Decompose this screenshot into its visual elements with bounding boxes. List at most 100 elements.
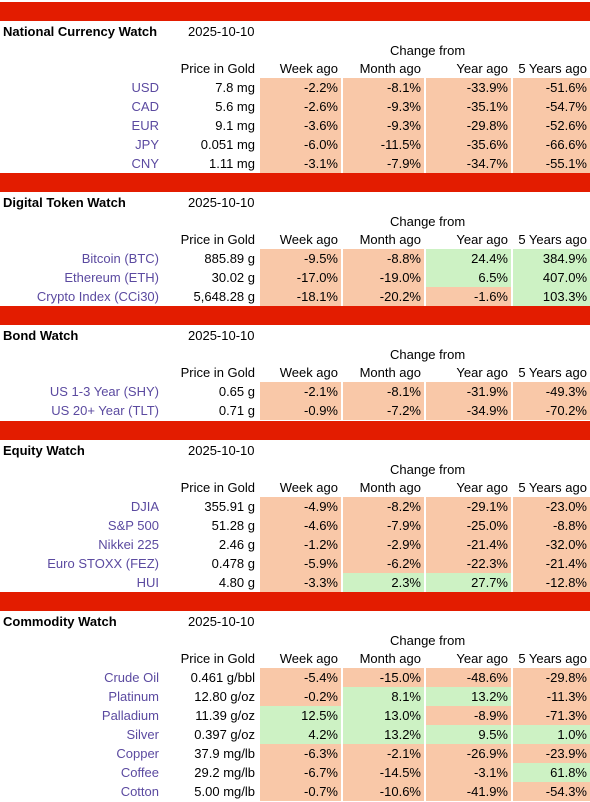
asset-label: Crypto Index (CCi30) bbox=[36, 289, 159, 304]
table-row: EUR 9.1 mg -3.6% -9.3% -29.8% -52.6% bbox=[0, 116, 590, 135]
section-title-row: Commodity Watch 2025-10-10 bbox=[0, 611, 590, 630]
month-change: -7.9% bbox=[343, 516, 424, 535]
five-year-change: 407.0% bbox=[513, 268, 590, 287]
price-in-gold: 0.478 g bbox=[211, 556, 255, 571]
week-ago-header: Week ago bbox=[279, 232, 338, 247]
week-change: -4.6% bbox=[260, 516, 341, 535]
five-year-change: -21.4% bbox=[513, 554, 590, 573]
month-change: 13.2% bbox=[343, 725, 424, 744]
five-year-change: -8.8% bbox=[513, 516, 590, 535]
section-divider-bar bbox=[0, 173, 590, 192]
asset-label: US 20+ Year (TLT) bbox=[51, 403, 159, 418]
section-date: 2025-10-10 bbox=[188, 328, 255, 343]
year-ago-header: Year ago bbox=[456, 61, 508, 76]
five-year-change: -51.6% bbox=[513, 78, 590, 97]
five-year-change: -54.3% bbox=[513, 782, 590, 801]
change-from-row: Change from bbox=[0, 211, 590, 230]
section-date: 2025-10-10 bbox=[188, 195, 255, 210]
month-change: 8.1% bbox=[343, 687, 424, 706]
section-divider-bar bbox=[0, 421, 590, 440]
month-ago-header: Month ago bbox=[359, 61, 421, 76]
table-row: Silver 0.397 g/oz 4.2% 13.2% 9.5% 1.0% bbox=[0, 725, 590, 744]
month-change: -10.6% bbox=[343, 782, 424, 801]
asset-label: Copper bbox=[116, 746, 159, 761]
week-change: -3.6% bbox=[260, 116, 341, 135]
month-change: -11.5% bbox=[343, 135, 424, 154]
asset-label: EUR bbox=[131, 118, 159, 133]
month-ago-header: Month ago bbox=[359, 651, 421, 666]
five-year-change: -52.6% bbox=[513, 116, 590, 135]
month-ago-header: Month ago bbox=[359, 232, 421, 247]
week-change: -5.4% bbox=[260, 668, 341, 687]
asset-label: CAD bbox=[131, 99, 159, 114]
month-change: -9.3% bbox=[343, 116, 424, 135]
asset-label: Bitcoin (BTC) bbox=[81, 251, 159, 266]
asset-label: USD bbox=[131, 80, 159, 95]
table-row: Crypto Index (CCi30) 5,648.28 g -18.1% -20.… bbox=[0, 287, 590, 306]
five-year-change: -29.8% bbox=[513, 668, 590, 687]
table-row: US 1-3 Year (SHY) 0.65 g -2.1% -8.1% -31.9% -… bbox=[0, 382, 590, 401]
price-in-gold: 355.91 g bbox=[204, 499, 255, 514]
section-divider-bar bbox=[0, 306, 590, 325]
table-row: Euro STOXX (FEZ) 0.478 g -5.9% -6.2% -22.3% -… bbox=[0, 554, 590, 573]
year-change: -29.1% bbox=[426, 497, 511, 516]
five-year-change: -11.3% bbox=[513, 687, 590, 706]
year-change: -35.6% bbox=[426, 135, 511, 154]
asset-label: US 1-3 Year (SHY) bbox=[49, 384, 159, 399]
asset-label: Silver bbox=[126, 727, 159, 742]
section-equity-watch: Equity Watch 2025-10-10 Change from Price i… bbox=[0, 440, 590, 592]
table-row: Nikkei 225 2.46 g -1.2% -2.9% -21.4% -32.0% bbox=[0, 535, 590, 554]
week-change: -2.6% bbox=[260, 97, 341, 116]
change-from-label: Change from bbox=[390, 43, 466, 58]
price-in-gold: 1.11 mg bbox=[208, 156, 255, 171]
five-year-change: 61.8% bbox=[513, 763, 590, 782]
week-ago-header: Week ago bbox=[279, 651, 338, 666]
section-title: Digital Token Watch bbox=[3, 195, 126, 210]
price-in-gold: 0.65 g bbox=[218, 384, 255, 399]
section-title: Equity Watch bbox=[3, 443, 85, 458]
price-header: Price in Gold bbox=[180, 232, 255, 247]
change-from-label: Change from bbox=[390, 347, 466, 362]
week-change: -2.2% bbox=[260, 78, 341, 97]
month-change: -14.5% bbox=[343, 763, 424, 782]
month-change: -8.1% bbox=[343, 382, 424, 401]
price-in-gold: 9.1 mg bbox=[215, 118, 255, 133]
year-change: -3.1% bbox=[426, 763, 511, 782]
week-change: -1.2% bbox=[260, 535, 341, 554]
section-date: 2025-10-10 bbox=[188, 443, 255, 458]
table-row: Ethereum (ETH) 30.02 g -17.0% -19.0% 6.5% 407… bbox=[0, 268, 590, 287]
section-divider-bar bbox=[0, 592, 590, 611]
month-change: -8.1% bbox=[343, 78, 424, 97]
table-row: JPY 0.051 mg -6.0% -11.5% -35.6% -66.6% bbox=[0, 135, 590, 154]
five-year-change: -49.3% bbox=[513, 382, 590, 401]
table-row: DJIA 355.91 g -4.9% -8.2% -29.1% -23.0% bbox=[0, 497, 590, 516]
five-year-change: 1.0% bbox=[513, 725, 590, 744]
table-row: USD 7.8 mg -2.2% -8.1% -33.9% -51.6% bbox=[0, 78, 590, 97]
price-in-gold: 5,648.28 g bbox=[193, 289, 255, 304]
asset-label: Coffee bbox=[120, 765, 159, 780]
year-change: -21.4% bbox=[426, 535, 511, 554]
year-change: -29.8% bbox=[426, 116, 511, 135]
table-row: HUI 4.80 g -3.3% 2.3% 27.7% -12.8% bbox=[0, 573, 590, 592]
five-year-change: -66.6% bbox=[513, 135, 590, 154]
table-row: Crude Oil 0.461 g/bbl -5.4% -15.0% -48.6% -29… bbox=[0, 668, 590, 687]
price-in-gold: 12.80 g/oz bbox=[194, 689, 255, 704]
price-in-gold: 51.28 g bbox=[211, 518, 255, 533]
section-title-row: Digital Token Watch 2025-10-10 bbox=[0, 192, 590, 211]
five-year-change: -23.9% bbox=[513, 744, 590, 763]
price-in-gold: 0.397 g/oz bbox=[194, 727, 255, 742]
week-change: -6.7% bbox=[260, 763, 341, 782]
week-change: -6.0% bbox=[260, 135, 341, 154]
asset-label: Crude Oil bbox=[104, 670, 159, 685]
five-years-ago-header: 5 Years ago bbox=[518, 651, 587, 666]
asset-label: Nikkei 225 bbox=[98, 537, 159, 552]
table-row: Cotton 5.00 mg/lb -0.7% -10.6% -41.9% -54.3% bbox=[0, 782, 590, 801]
price-header: Price in Gold bbox=[180, 480, 255, 495]
week-change: -5.9% bbox=[260, 554, 341, 573]
change-from-row: Change from bbox=[0, 344, 590, 363]
week-ago-header: Week ago bbox=[279, 365, 338, 380]
section-title-row: Bond Watch 2025-10-10 bbox=[0, 325, 590, 344]
table-row: Bitcoin (BTC) 885.89 g -9.5% -8.8% 24.4% 384.… bbox=[0, 249, 590, 268]
week-change: 4.2% bbox=[260, 725, 341, 744]
section-date: 2025-10-10 bbox=[188, 614, 255, 629]
